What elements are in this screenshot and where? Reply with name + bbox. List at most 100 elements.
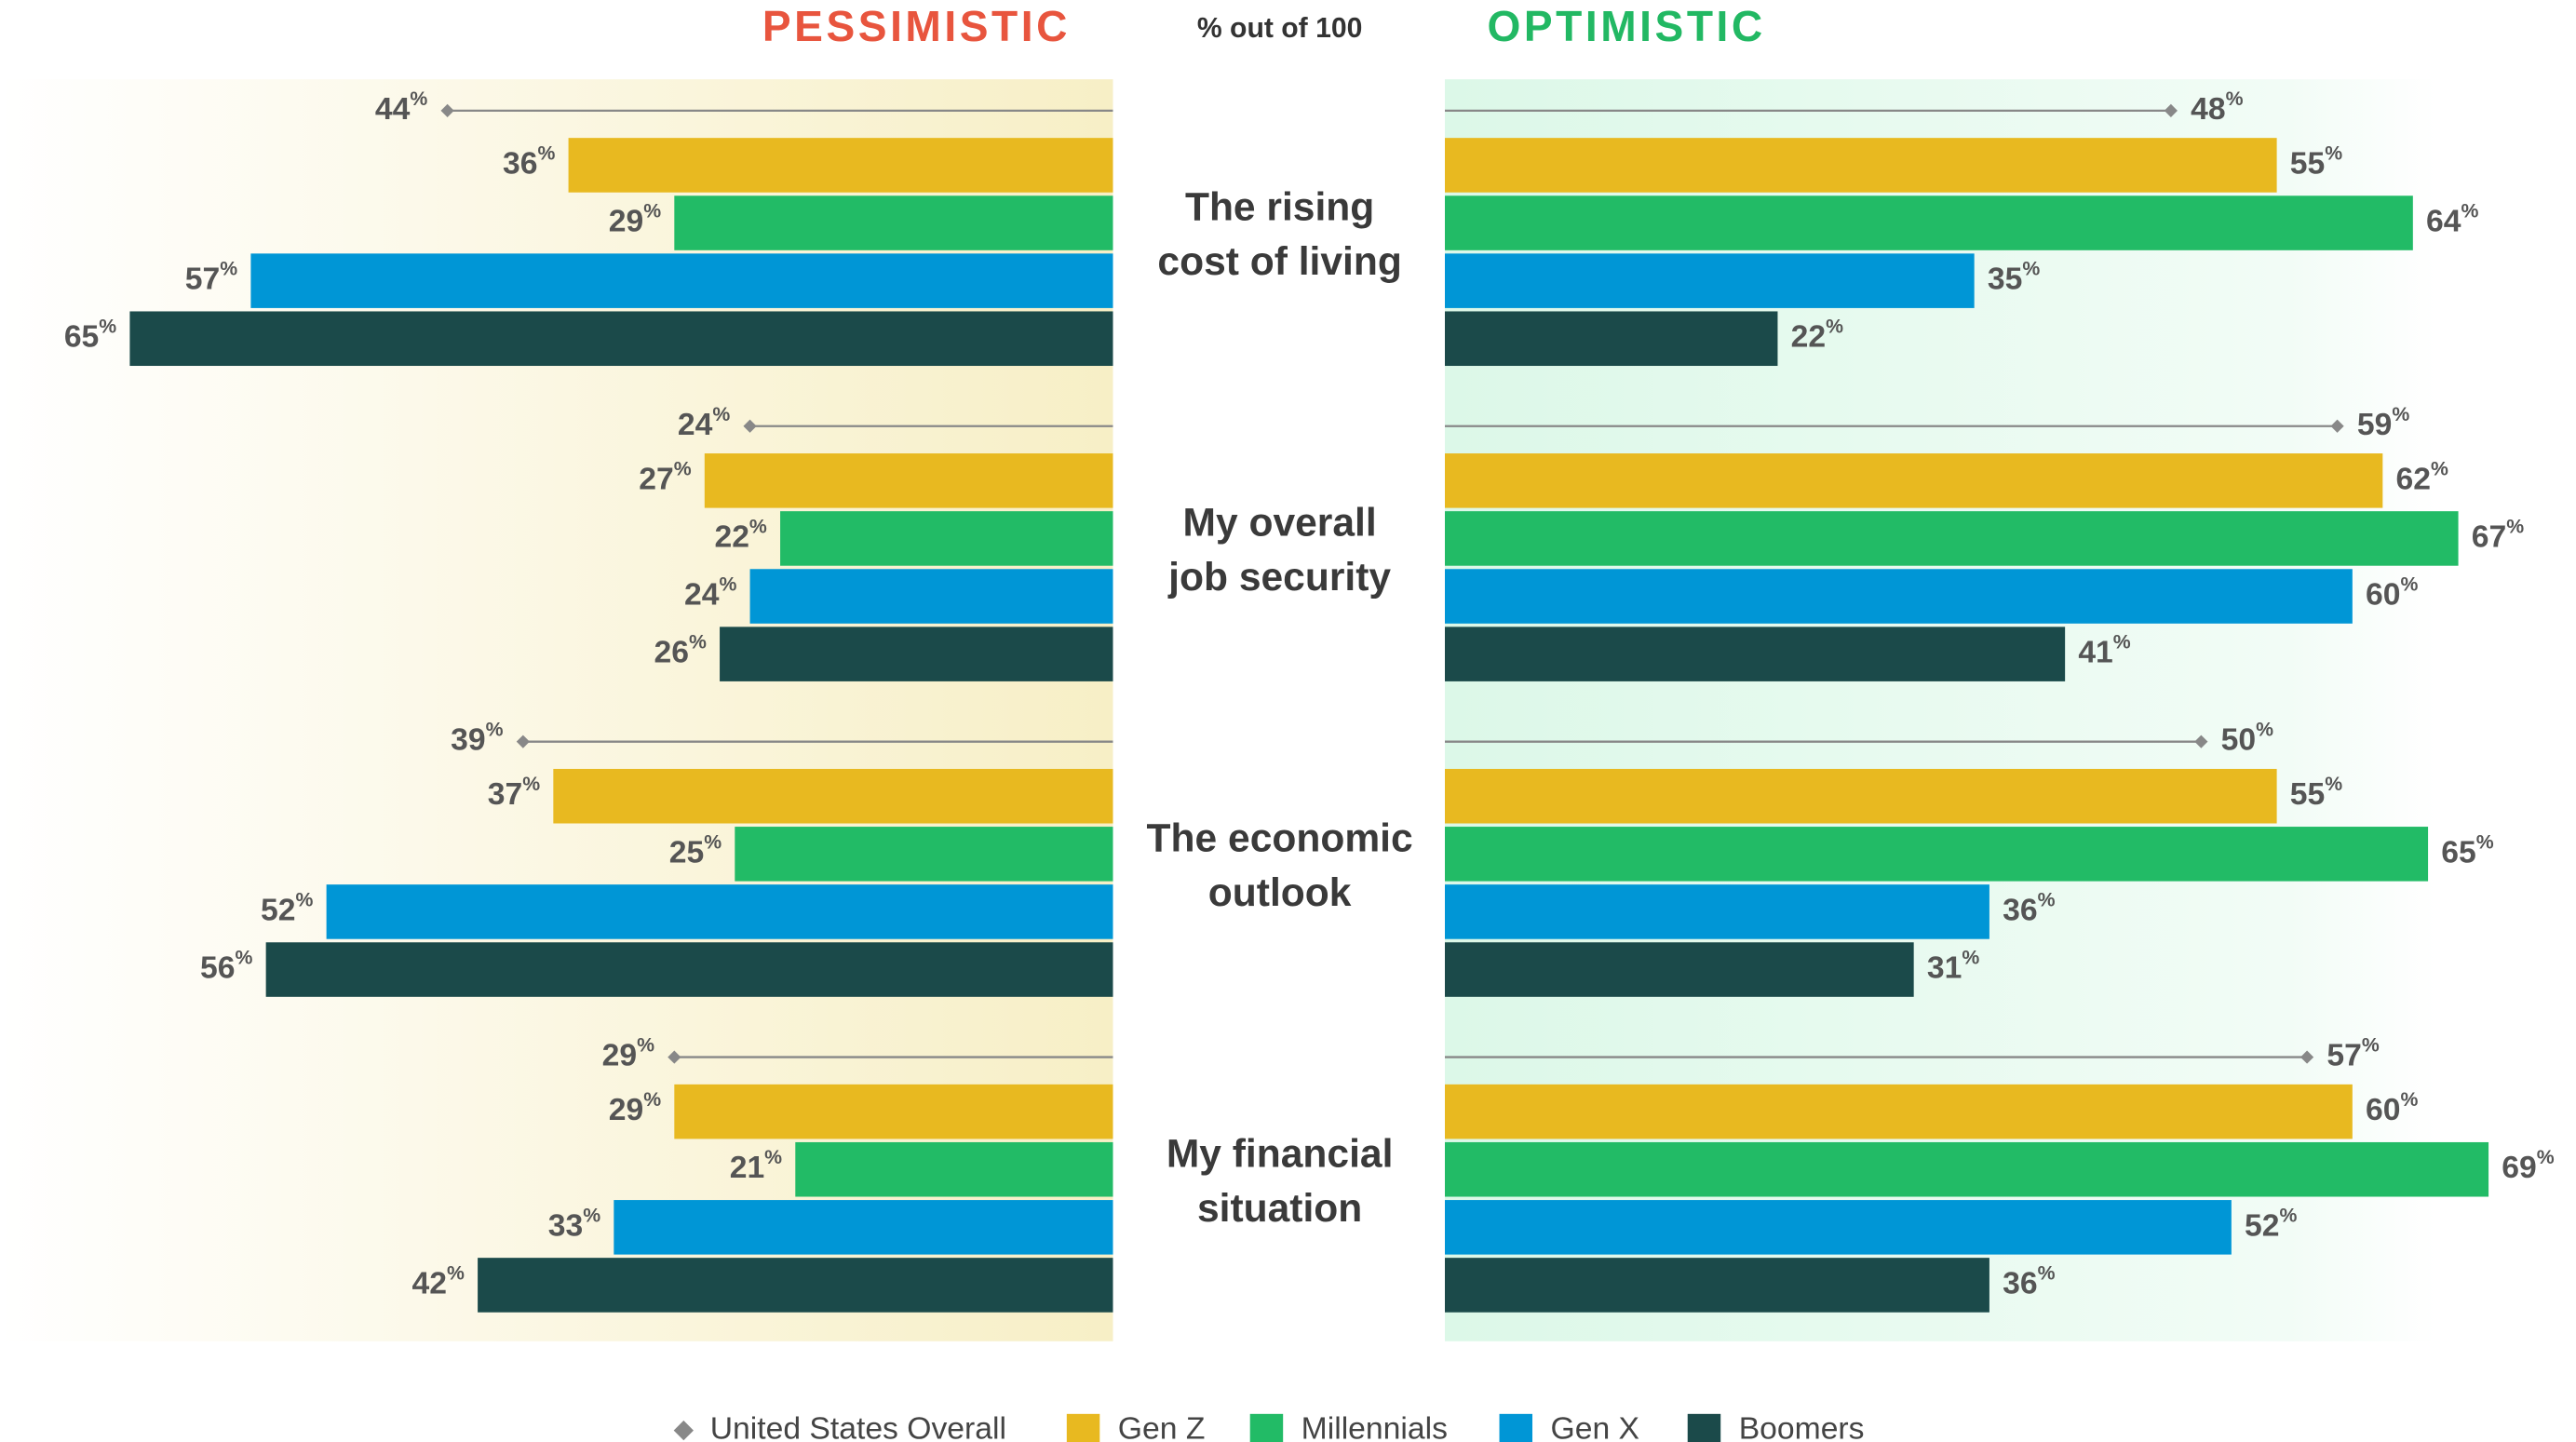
- value-label: 27%: [639, 457, 691, 496]
- category-label: outlook: [1208, 870, 1352, 915]
- value-number: 33: [548, 1207, 583, 1243]
- value-number: 56: [200, 950, 235, 985]
- value-label: 22%: [1791, 315, 1843, 354]
- value-unit: %: [537, 142, 555, 164]
- value-number: 22: [1791, 319, 1826, 355]
- value-label: 36%: [503, 142, 555, 181]
- value-label: 60%: [2366, 1088, 2418, 1127]
- value-number: 55: [2290, 145, 2325, 181]
- bar: [780, 511, 1113, 566]
- bar: [129, 311, 1113, 367]
- value-number: 42: [412, 1265, 447, 1300]
- value-label: 42%: [412, 1261, 465, 1300]
- value-unit: %: [2280, 1204, 2298, 1226]
- bar: [1445, 311, 1778, 367]
- value-number: 41: [2078, 635, 2112, 670]
- value-number: 57: [185, 262, 220, 297]
- bar: [568, 138, 1113, 193]
- bar: [1445, 827, 2429, 882]
- value-label: 52%: [261, 888, 313, 927]
- value-unit: %: [2038, 888, 2056, 910]
- value-label: 67%: [2472, 515, 2524, 554]
- bar: [1445, 942, 1914, 997]
- category-label: cost of living: [1157, 239, 1401, 284]
- value-number: 62: [2396, 461, 2431, 496]
- bar: [1445, 569, 2353, 624]
- value-label: 36%: [2003, 1261, 2055, 1300]
- value-label: 44%: [375, 88, 427, 127]
- bar: [1445, 453, 2383, 508]
- bar: [749, 569, 1113, 624]
- value-number: 52: [261, 892, 295, 927]
- category-label: situation: [1197, 1186, 1362, 1231]
- value-number: 52: [2245, 1207, 2279, 1243]
- value-unit: %: [1826, 315, 1843, 337]
- value-unit: %: [712, 402, 730, 425]
- value-label: 60%: [2366, 573, 2418, 612]
- category-label: job security: [1167, 555, 1391, 600]
- value-label: 57%: [185, 257, 237, 296]
- bar: [1445, 1200, 2232, 1255]
- value-number: 48: [2191, 91, 2225, 127]
- bar: [720, 627, 1113, 681]
- value-unit: %: [236, 946, 253, 968]
- value-number: 24: [684, 576, 720, 612]
- value-number: 25: [669, 834, 704, 869]
- overall-marker: [440, 103, 454, 117]
- value-unit: %: [2038, 1261, 2056, 1284]
- value-label: 52%: [2245, 1204, 2297, 1243]
- category-label: My overall: [1183, 500, 1377, 545]
- value-unit: %: [2325, 773, 2342, 795]
- bar: [1445, 253, 1975, 308]
- value-unit: %: [2537, 1146, 2555, 1168]
- value-label: 50%: [2221, 718, 2273, 757]
- bar: [1445, 627, 2066, 681]
- value-unit: %: [2461, 199, 2478, 222]
- value-unit: %: [2256, 718, 2273, 740]
- value-number: 55: [2290, 776, 2325, 812]
- value-unit: %: [220, 257, 237, 279]
- value-unit: %: [764, 1146, 782, 1168]
- value-number: 29: [609, 203, 643, 238]
- value-number: 37: [488, 776, 522, 812]
- value-unit: %: [689, 630, 707, 653]
- bar: [1445, 195, 2413, 250]
- value-label: 65%: [64, 315, 116, 354]
- value-label: 56%: [200, 946, 252, 985]
- value-number: 31: [1927, 950, 1962, 985]
- legend-label: Millennials: [1301, 1410, 1448, 1442]
- value-number: 67: [2472, 519, 2506, 554]
- value-label: 22%: [714, 515, 766, 554]
- overall-marker: [2300, 1050, 2314, 1064]
- value-number: 26: [654, 635, 688, 670]
- value-unit: %: [643, 199, 661, 222]
- value-label: 62%: [2396, 457, 2448, 496]
- bar: [553, 768, 1113, 824]
- value-label: 64%: [2426, 199, 2478, 238]
- value-number: 60: [2366, 1092, 2400, 1127]
- right-title: OPTIMISTIC: [1487, 2, 1765, 50]
- value-label: 69%: [2502, 1146, 2554, 1185]
- value-number: 69: [2502, 1150, 2536, 1185]
- bar: [1445, 1084, 2353, 1139]
- legend-swatch: [1066, 1413, 1100, 1442]
- overall-marker: [668, 1050, 681, 1064]
- value-label: 48%: [2191, 88, 2243, 127]
- value-label: 41%: [2078, 630, 2130, 669]
- value-unit: %: [296, 888, 314, 910]
- category-label: My financial: [1167, 1131, 1394, 1176]
- value-number: 22: [714, 519, 749, 554]
- legend-marker: [673, 1420, 694, 1441]
- bar: [1445, 511, 2459, 566]
- value-number: 29: [609, 1092, 643, 1127]
- value-number: 39: [451, 722, 485, 758]
- value-number: 36: [2003, 1265, 2037, 1300]
- value-unit: %: [2113, 630, 2131, 653]
- overall-marker: [2330, 419, 2344, 433]
- value-number: 27: [639, 461, 673, 496]
- value-unit: %: [2401, 1088, 2419, 1111]
- value-number: 36: [503, 145, 537, 181]
- bar: [478, 1258, 1113, 1313]
- value-unit: %: [2325, 142, 2342, 164]
- value-label: 29%: [609, 1088, 661, 1127]
